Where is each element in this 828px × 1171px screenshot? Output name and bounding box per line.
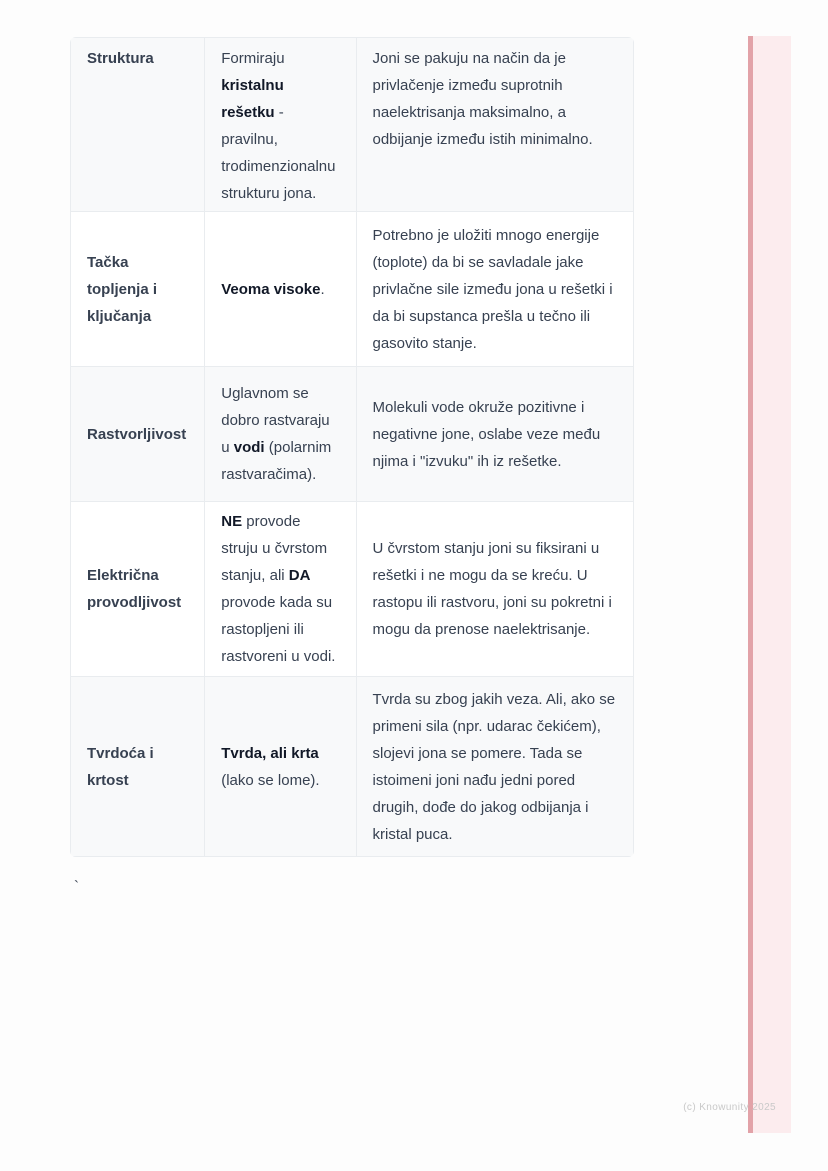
value-cell: Uglavnom se dobro rastvaraju u vodi (pol… <box>204 366 357 502</box>
explanation-cell: Potrebno je uložiti mnogo energije (topl… <box>355 211 634 367</box>
table-row: Tvrdoća i krtost Tvrda, ali krta (lako se… <box>70 676 634 857</box>
value-cell: Tvrda, ali krta (lako se lome). <box>204 676 357 857</box>
table-body: Struktura Formiraju kristalnu rešetku - p… <box>70 37 634 857</box>
explanation-cell: Joni se pakuju na način da je privlačenj… <box>355 37 634 212</box>
property-cell: Rastvorljivost <box>70 366 206 502</box>
property-cell: Električna provodljivost <box>70 501 206 677</box>
value-cell: NE provode struju u čvrstom stanju, ali … <box>204 501 357 677</box>
value-cell: Veoma visoke. <box>204 211 357 367</box>
ionic-compound-properties-table: Struktura Formiraju kristalnu rešetku - p… <box>70 37 634 857</box>
table-row: Električna provodljivost NE provode struj… <box>70 501 634 677</box>
value-cell: Formiraju kristalnu rešetku - pravilnu, … <box>204 37 357 212</box>
property-cell: Struktura <box>70 37 206 212</box>
properties-table-container: Struktura Formiraju kristalnu rešetku - p… <box>70 37 634 857</box>
table-row: Tačka topljenja i ključanja Veoma visoke.… <box>70 211 634 367</box>
explanation-cell: U čvrstom stanju joni su fiksirani u reš… <box>355 501 634 677</box>
explanation-cell: Tvrda su zbog jakih veza. Ali, ako se pr… <box>355 676 634 857</box>
explanation-cell: Molekuli vode okruže pozitivne i negativ… <box>355 366 634 502</box>
stray-backtick-mark: ` <box>74 878 79 895</box>
table-row: Struktura Formiraju kristalnu rešetku - p… <box>70 37 634 212</box>
property-cell: Tvrdoća i krtost <box>70 676 206 857</box>
property-cell: Tačka topljenja i ključanja <box>70 211 206 367</box>
page-edge-accent-stripe <box>748 36 791 1133</box>
table-row: Rastvorljivost Uglavnom se dobro rastvara… <box>70 366 634 502</box>
copyright-watermark: (c) Knowunity 2025 <box>683 1102 776 1113</box>
